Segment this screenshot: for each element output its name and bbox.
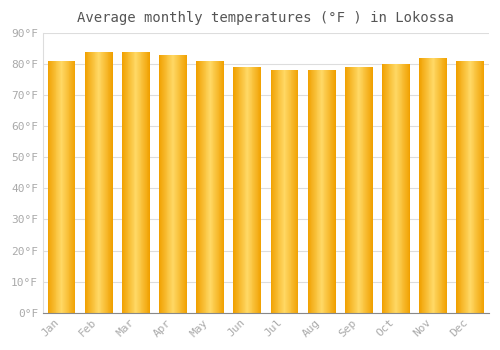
Title: Average monthly temperatures (°F ) in Lokossa: Average monthly temperatures (°F ) in Lo… xyxy=(78,11,454,25)
